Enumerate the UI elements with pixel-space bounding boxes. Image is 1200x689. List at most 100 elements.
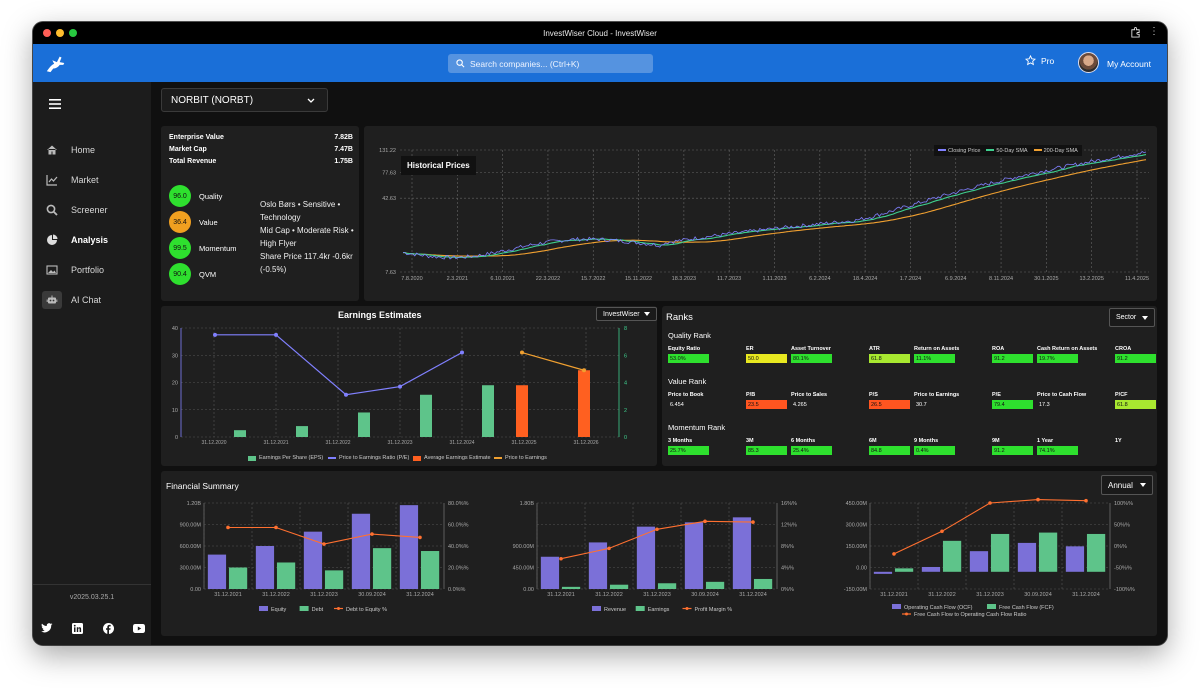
earnings-estimates-chart[interactable]: 40 830 620 410 20 031.12.2020 31.12.2021 31.12.… bbox=[161, 306, 657, 466]
x-tick-label: 11.4.2025 bbox=[1125, 276, 1149, 282]
search-input[interactable]: Search companies... (Ctrl+K) bbox=[448, 54, 653, 73]
ratio-point bbox=[988, 501, 992, 505]
x-tick-label: 15.11.2022 bbox=[625, 276, 652, 282]
x-tick-label: 31.12.2021 bbox=[547, 592, 575, 598]
ratio-point bbox=[370, 532, 374, 536]
pte-point bbox=[582, 368, 586, 373]
series1-bar bbox=[921, 566, 941, 572]
sidebar-item-ai-chat[interactable]: AI Chat bbox=[42, 290, 145, 310]
legend-label: Equity bbox=[271, 607, 287, 613]
chart-line-icon bbox=[45, 173, 59, 187]
earnings-estimates-panel: 40 8 30 6 20 4 10 2 0 0 31.12.2020 31.12.2021 31.12.… bbox=[161, 306, 657, 466]
ratio-point bbox=[226, 525, 230, 530]
series1-bar bbox=[255, 546, 275, 589]
rank-metric-value: 6.454 bbox=[670, 401, 684, 408]
x-tick-label: 31.12.2020 bbox=[201, 440, 226, 446]
pte-point bbox=[520, 350, 524, 355]
dropdown-value: Sector bbox=[1116, 314, 1137, 321]
legend-swatch bbox=[299, 606, 309, 611]
ranks-sector-dropdown[interactable]: Sector bbox=[1109, 308, 1155, 327]
earnings-source-dropdown[interactable]: InvestWiser bbox=[596, 307, 657, 321]
sidebar-item-screener[interactable]: Screener bbox=[45, 200, 145, 220]
ratio-point bbox=[940, 529, 944, 534]
pe-point bbox=[274, 332, 278, 337]
extension-icon[interactable] bbox=[1130, 27, 1141, 38]
facebook-icon[interactable] bbox=[102, 622, 114, 634]
chart-legend: Equity Debt Debt to Equity % bbox=[259, 606, 387, 613]
youtube-icon[interactable] bbox=[132, 622, 145, 634]
series1-bar bbox=[636, 526, 656, 589]
x-tick-label: 1.7.2024 bbox=[900, 276, 921, 282]
financial-summary-charts[interactable]: 1.20B 80.0%% 900.00M 60.0%% 600.00M 40.0%% 300… bbox=[161, 471, 1157, 636]
x-tick-label: 31.12.2024 bbox=[406, 592, 434, 598]
kv-label: Market Cap bbox=[169, 146, 207, 153]
series1-bar bbox=[684, 522, 704, 589]
rank-metric-label: Equity Ratio bbox=[668, 346, 701, 352]
caret-down-icon bbox=[644, 312, 650, 316]
sidebar-item-home[interactable]: Home bbox=[45, 140, 145, 160]
window-title: InvestWiser Cloud - InvestWiser bbox=[543, 28, 657, 38]
y-left-tick: 900.00M bbox=[180, 523, 202, 529]
rank-metric-value: 23.5 bbox=[746, 400, 787, 409]
legend-label: Operating Cash Flow (OCF) bbox=[904, 605, 973, 611]
y-tick-label: 7.63 bbox=[385, 270, 396, 276]
dropdown-value: Annual bbox=[1108, 480, 1133, 490]
menu-icon[interactable] bbox=[49, 99, 61, 109]
y-left-tick: 0.00 bbox=[190, 587, 201, 593]
minimize-window-button[interactable] bbox=[56, 29, 64, 37]
rank-metric-label: Asset Turnover bbox=[791, 346, 831, 352]
close-window-button[interactable] bbox=[43, 29, 51, 37]
image-icon bbox=[45, 263, 59, 277]
sma-200-line bbox=[403, 159, 1147, 257]
x-tick-label: 31.12.2023 bbox=[387, 440, 412, 446]
my-account-link[interactable]: My Account bbox=[1107, 59, 1151, 69]
y-tick-label: 42.63 bbox=[382, 196, 396, 202]
main-content: NORBIT (NORBT) Enterprise Value 7.82B Mar… bbox=[151, 82, 1167, 645]
maximize-window-button[interactable] bbox=[69, 29, 77, 37]
series1-bar bbox=[732, 517, 752, 589]
rank-metric-label: ROA bbox=[992, 346, 1005, 352]
company-share-price: Share Price 117.4kr -0.6kr (-0.5%) bbox=[260, 252, 353, 274]
legend-label: Closing Price bbox=[948, 147, 981, 154]
financial-summary-panel: Financial Summary Annual 1.20B 80.0%% 900.… bbox=[161, 471, 1157, 636]
y-left-tick: 450.00M bbox=[846, 501, 868, 507]
more-options-icon[interactable]: ⋮ bbox=[1149, 26, 1159, 37]
series2-bar bbox=[1038, 532, 1058, 572]
ticker-select[interactable]: NORBIT (NORBT) bbox=[161, 88, 328, 112]
investwiser-logo-icon[interactable] bbox=[45, 52, 67, 74]
company-cap-risk: Mid Cap • Moderate Risk • High Flyer bbox=[260, 226, 354, 248]
rank-metric-value: 80.1% bbox=[791, 354, 832, 363]
rank-metric-value: 4.265 bbox=[793, 401, 807, 408]
legend-label: Price to Earnings bbox=[505, 455, 547, 461]
series2-bar bbox=[942, 540, 962, 572]
legend-eps: Earnings Per Share (EPS) bbox=[248, 455, 323, 461]
x-tick-label: 2.3.2021 bbox=[447, 276, 468, 282]
avatar[interactable] bbox=[1078, 52, 1099, 73]
sidebar-item-portfolio[interactable]: Portfolio bbox=[45, 260, 145, 280]
series2-bar bbox=[276, 562, 296, 589]
y-right-tick: 100%% bbox=[1114, 501, 1133, 507]
rank-metric-value: 61.8 bbox=[869, 354, 910, 363]
sidebar-item-market[interactable]: Market bbox=[45, 170, 145, 190]
score-badge: 90.4 bbox=[169, 263, 191, 285]
series1-bar bbox=[1065, 546, 1085, 572]
eps-bar bbox=[234, 430, 246, 437]
y-right-tick: 80.0%% bbox=[448, 501, 469, 507]
twitter-icon[interactable] bbox=[41, 622, 53, 634]
x-tick-label: 31.12.2023 bbox=[976, 592, 1004, 598]
legend-swatch bbox=[635, 606, 645, 611]
period-dropdown[interactable]: Annual bbox=[1101, 475, 1153, 495]
dropdown-value: InvestWiser bbox=[603, 310, 640, 318]
y-left-tick: 450.00M bbox=[513, 566, 535, 572]
pro-button[interactable]: Pro bbox=[1025, 55, 1054, 66]
rank-metric-value: 26.5 bbox=[869, 400, 910, 409]
linkedin-icon[interactable] bbox=[72, 622, 84, 634]
sidebar-item-analysis[interactable]: Analysis bbox=[45, 230, 145, 250]
rank-metric-label: ATR bbox=[869, 346, 880, 352]
y-right-tick: 0.0%% bbox=[448, 587, 466, 593]
series2-bar bbox=[228, 567, 248, 589]
series1-bar bbox=[969, 551, 989, 572]
historical-prices-chart[interactable]: 131.22 77.63 42.63 7.63 7.8.2020 2.3.2021 6.10… bbox=[364, 126, 1157, 301]
score-badge: 99.5 bbox=[169, 237, 191, 259]
historical-prices-panel: 131.22 77.63 42.63 7.63 7.8.2020 2.3.2021 6.10… bbox=[364, 126, 1157, 301]
